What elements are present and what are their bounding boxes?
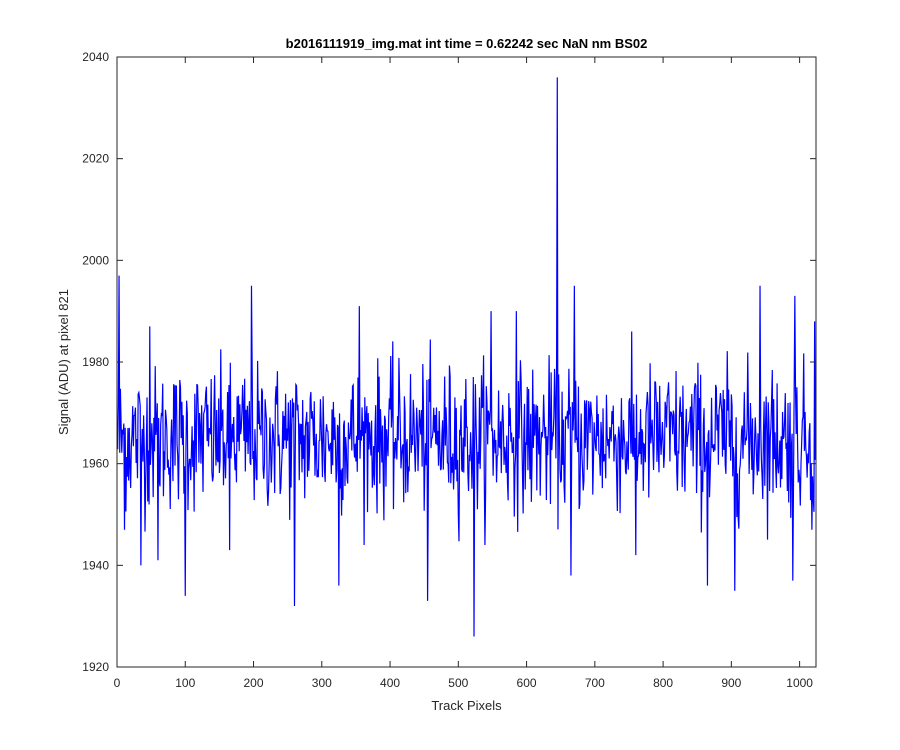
y-tick-label: 1940 <box>82 558 109 572</box>
x-tick-label: 700 <box>585 676 605 690</box>
axes-background <box>117 57 816 667</box>
series-line <box>117 77 817 637</box>
x-tick-label: 200 <box>244 676 264 690</box>
x-tick-label: 800 <box>653 676 673 690</box>
x-tick-label: 900 <box>721 676 741 690</box>
x-tick-label: 0 <box>114 676 121 690</box>
x-tick-label: 1000 <box>786 676 813 690</box>
x-tick-label: 400 <box>380 676 400 690</box>
series-layer <box>117 77 817 637</box>
y-tick-label: 2020 <box>82 152 109 166</box>
ticks-layer: 0 100 200 300 400 500 600 700 800 900 1000 1920 1940… <box>82 50 816 690</box>
y-tick-label: 2000 <box>82 253 109 267</box>
y-axis-label: Signal (ADU) at pixel 821 <box>56 289 71 435</box>
x-tick-label: 300 <box>312 676 332 690</box>
x-tick-label: 100 <box>175 676 195 690</box>
x-tick-label: 600 <box>517 676 537 690</box>
y-tick-label: 1980 <box>82 355 109 369</box>
y-tick-label: 1920 <box>82 660 109 674</box>
x-tick-label: 500 <box>448 676 468 690</box>
x-axis-label: Track Pixels <box>431 698 502 713</box>
y-tick-label: 2040 <box>82 50 109 64</box>
chart-title: b2016111919_img.mat int time = 0.62242 s… <box>286 36 648 51</box>
y-tick-label: 1960 <box>82 457 109 471</box>
